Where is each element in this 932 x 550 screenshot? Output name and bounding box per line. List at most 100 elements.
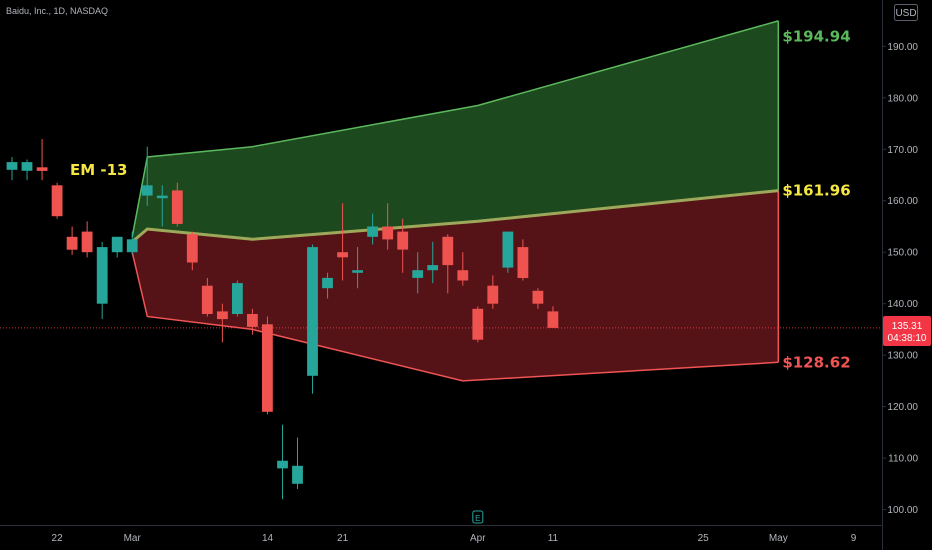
candle-body — [412, 270, 424, 278]
currency-button-frame[interactable] — [894, 4, 918, 21]
candle-body — [96, 247, 108, 304]
candle[interactable] — [36, 138, 48, 181]
lower-target-label: $128.62 — [782, 353, 850, 371]
upper-zone-fill — [132, 20, 779, 242]
projection-labels: $194.94 $161.96 $128.62 — [782, 27, 850, 371]
candle[interactable] — [442, 234, 454, 294]
candle-body — [232, 283, 243, 314]
candle-body — [487, 285, 499, 304]
candle-body — [442, 236, 454, 266]
candle-body — [517, 247, 529, 278]
candle-body — [457, 270, 469, 281]
candle-body — [51, 185, 63, 217]
x-tick-label: Apr — [470, 533, 486, 544]
y-axis[interactable]: 100.00 110.00 120.00 130.00 140.00 150.00 160.… — [882, 42, 918, 516]
mid-projection-line — [131, 189, 779, 244]
candle-body — [247, 314, 258, 327]
candle-body — [427, 265, 439, 271]
candle[interactable] — [171, 182, 183, 227]
candle[interactable] — [457, 252, 469, 286]
x-axis[interactable]: 22 Mar 14 21 Apr 11 25 May 9 — [52, 533, 857, 544]
candle-body — [171, 190, 183, 224]
y-tick-label: 170.00 — [887, 145, 918, 156]
candle[interactable] — [126, 231, 138, 255]
candlestick-series[interactable] — [6, 138, 559, 500]
x-tick-label: 11 — [548, 533, 559, 544]
candle-body — [36, 167, 48, 171]
candle-body — [262, 324, 273, 412]
candle-body — [21, 162, 33, 171]
candle[interactable] — [352, 247, 363, 289]
x-tick-label: 22 — [52, 533, 64, 544]
candle-body — [277, 460, 288, 469]
candle[interactable] — [66, 226, 78, 255]
candle[interactable] — [186, 231, 198, 271]
candle[interactable] — [217, 303, 228, 343]
candle[interactable] — [21, 159, 33, 181]
candle[interactable] — [322, 272, 333, 299]
upper-projection-line — [131, 20, 779, 237]
candle[interactable] — [232, 280, 243, 317]
candle-body — [382, 226, 394, 240]
candle[interactable] — [397, 218, 409, 273]
candle[interactable] — [96, 241, 108, 320]
projection-band — [131, 20, 780, 382]
candle[interactable] — [382, 203, 394, 250]
candle-body — [502, 231, 514, 268]
candle-body — [141, 185, 153, 196]
earnings-marker-letter: E — [475, 514, 480, 523]
y-tick-label: 150.00 — [887, 248, 918, 259]
current-price-tag: 135.31 04:38:10 — [883, 316, 931, 346]
candle[interactable] — [111, 236, 123, 258]
candle[interactable] — [532, 288, 544, 309]
candle[interactable] — [156, 185, 168, 227]
price-tag-value: 135.31 — [892, 321, 923, 332]
candle-body — [322, 277, 333, 289]
mid-target-label: $161.96 — [782, 182, 850, 200]
upper-target-label: $194.94 — [782, 27, 850, 45]
x-tick-label: 14 — [262, 533, 274, 544]
candle-body — [66, 236, 78, 250]
x-tick-label: May — [769, 533, 788, 544]
candle-body — [186, 234, 198, 263]
candle[interactable] — [6, 156, 18, 181]
candle-body — [472, 308, 484, 340]
candle[interactable] — [51, 182, 63, 219]
currency-button-label[interactable]: USD — [895, 8, 916, 19]
y-tick-label: 140.00 — [887, 299, 918, 310]
candle[interactable] — [247, 308, 258, 335]
x-tick-label: Mar — [124, 533, 142, 544]
candle[interactable] — [472, 306, 484, 343]
y-tick-label: 160.00 — [887, 196, 918, 207]
candle-body — [81, 231, 93, 253]
candle[interactable] — [367, 213, 378, 245]
candle[interactable] — [427, 241, 439, 284]
candle[interactable] — [201, 277, 213, 317]
lower-zone-fill — [132, 190, 779, 381]
currency-button[interactable]: USD — [894, 4, 918, 21]
x-tick-label: 21 — [337, 533, 349, 544]
candle[interactable] — [262, 316, 273, 415]
y-tick-label: 190.00 — [887, 42, 918, 53]
candle-body — [397, 231, 409, 250]
candle[interactable] — [141, 146, 153, 206]
candle-body — [217, 311, 228, 320]
candle[interactable] — [502, 231, 514, 273]
candle-body — [532, 290, 544, 304]
candle[interactable] — [81, 221, 93, 258]
candle[interactable] — [487, 275, 499, 309]
candle[interactable] — [337, 203, 348, 281]
candle[interactable] — [412, 252, 424, 294]
price-tag-background — [883, 316, 931, 346]
candle-body — [352, 270, 363, 273]
candle[interactable] — [292, 437, 303, 489]
candle-body — [292, 465, 303, 484]
candle[interactable] — [277, 424, 288, 500]
candle[interactable] — [517, 239, 529, 281]
candle[interactable] — [307, 244, 318, 394]
earnings-marker: E — [472, 510, 484, 524]
y-tick-label: 110.00 — [888, 454, 918, 465]
candle[interactable] — [547, 306, 559, 328]
